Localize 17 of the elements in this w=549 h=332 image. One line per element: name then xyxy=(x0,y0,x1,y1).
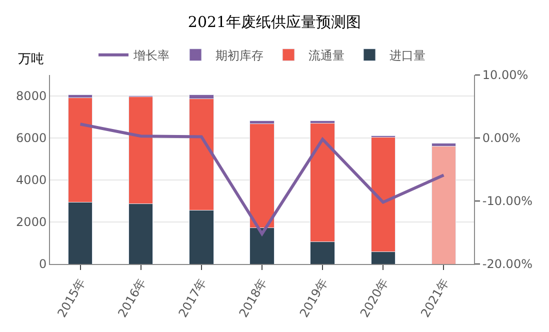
y-tick-label: 8000 xyxy=(16,89,47,104)
y2-tick-label: -20.00% xyxy=(482,257,532,272)
legend-label: 期初库存 xyxy=(216,48,264,63)
legend-label: 流通量 xyxy=(308,48,344,63)
y-tick-label: 2000 xyxy=(16,215,47,230)
legend-label: 进口量 xyxy=(390,48,426,63)
chart-title: 2021年废纸供应量预测图 xyxy=(188,13,362,32)
y2-tick-label: -10.00% xyxy=(482,194,532,208)
y-tick-label: 0 xyxy=(38,257,47,272)
legend-label: 增长率 xyxy=(132,48,170,63)
y2-tick-label: 0.00% xyxy=(482,131,521,146)
line-series xyxy=(78,122,446,236)
bar xyxy=(431,146,456,264)
y2-tick-label: 10.00% xyxy=(482,68,528,82)
y-tick-label: 4000 xyxy=(16,173,47,188)
y-tick-label: 6000 xyxy=(16,131,47,146)
y-axis-title: 万吨 xyxy=(18,52,44,67)
